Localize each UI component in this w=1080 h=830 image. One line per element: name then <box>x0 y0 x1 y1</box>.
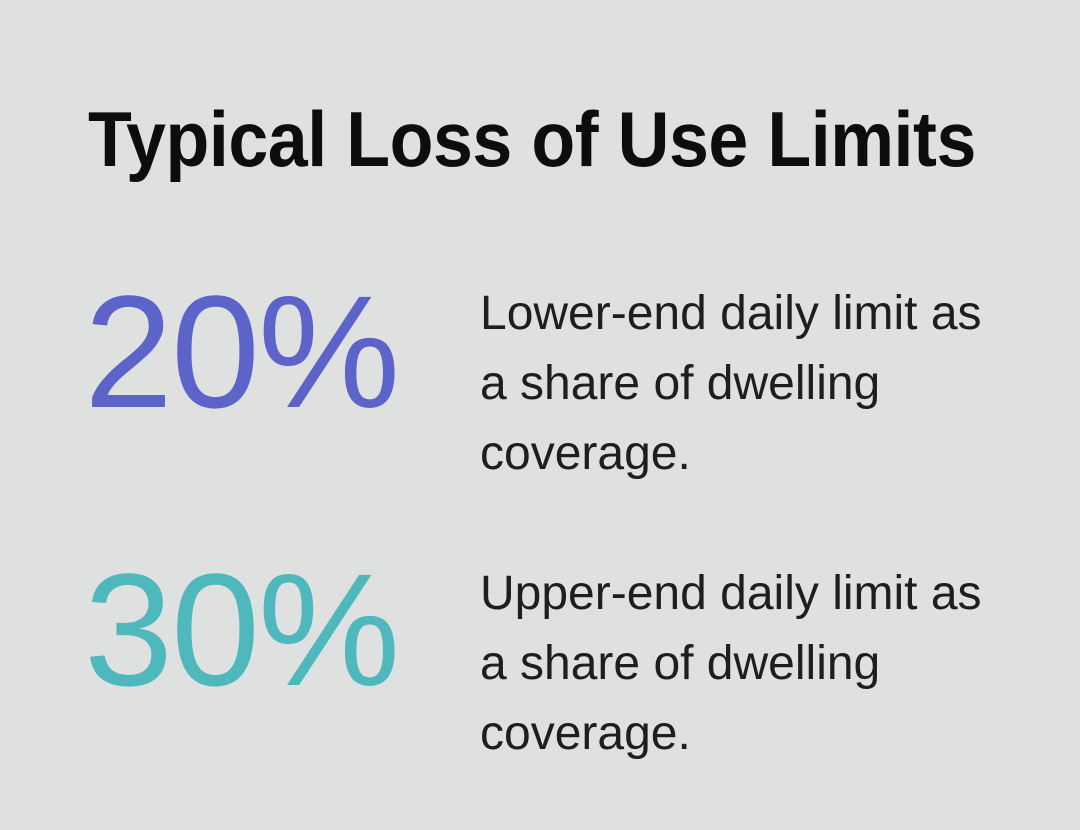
stat-value-upper-end: 30% <box>84 540 400 719</box>
stat-description-upper-end: Upper-end daily limit as a share of dwel… <box>480 567 982 760</box>
stat-description-lower-end: Lower-end daily limit as a share of dwel… <box>480 287 982 480</box>
page-title: Typical Loss of Use Limits <box>88 95 976 183</box>
stat-value-lower-end: 20% <box>84 262 400 441</box>
